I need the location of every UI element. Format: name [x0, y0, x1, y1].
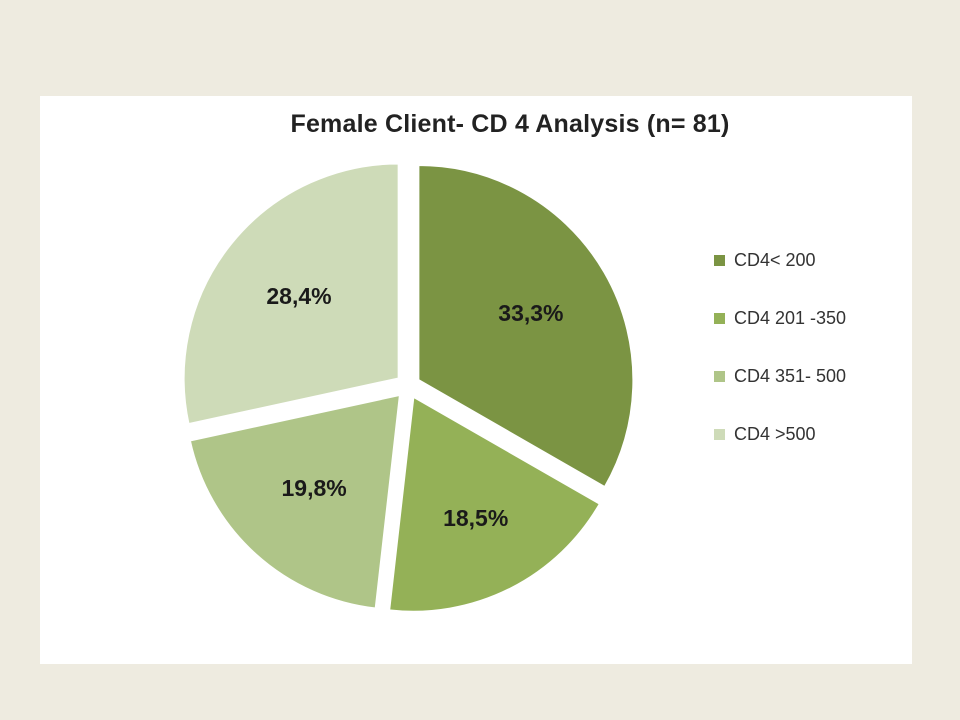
chart-legend: CD4< 200 CD4 201 -350 CD4 351- 500 CD4 >500 — [714, 248, 846, 480]
pie-slice-3 — [188, 393, 402, 610]
slice-data-label-4: 28,4% — [266, 283, 331, 309]
chart-card: Female Client- CD 4 Analysis (n= 81) 33,… — [40, 96, 912, 664]
pie-slice-4 — [182, 162, 400, 426]
legend-swatch — [714, 312, 725, 324]
slice-data-label-2: 18,5% — [443, 505, 508, 531]
legend-swatch — [714, 254, 725, 266]
pie-slice-1 — [417, 163, 635, 489]
legend-item-3: CD4 351- 500 — [714, 364, 846, 388]
legend-swatch — [714, 370, 725, 382]
legend-label: CD4 351- 500 — [734, 365, 847, 386]
legend-label: CD4 201 -350 — [734, 307, 847, 328]
chart-title: Female Client- CD 4 Analysis (n= 81) — [290, 110, 730, 138]
legend-swatch — [714, 428, 725, 440]
pie-chart: 33,3% 18,5% 19,8% 28,4% — [182, 162, 635, 613]
legend-label: CD4 >500 — [734, 423, 816, 444]
legend-label: CD4< 200 — [734, 249, 816, 270]
pie-slice-2 — [388, 395, 602, 613]
slice-data-label-3: 19,8% — [281, 475, 346, 501]
legend-item-4: CD4 >500 — [714, 422, 846, 446]
slice-data-label-1: 33,3% — [498, 300, 563, 326]
legend-item-1: CD4< 200 — [714, 248, 846, 272]
legend-item-2: CD4 201 -350 — [714, 306, 846, 330]
